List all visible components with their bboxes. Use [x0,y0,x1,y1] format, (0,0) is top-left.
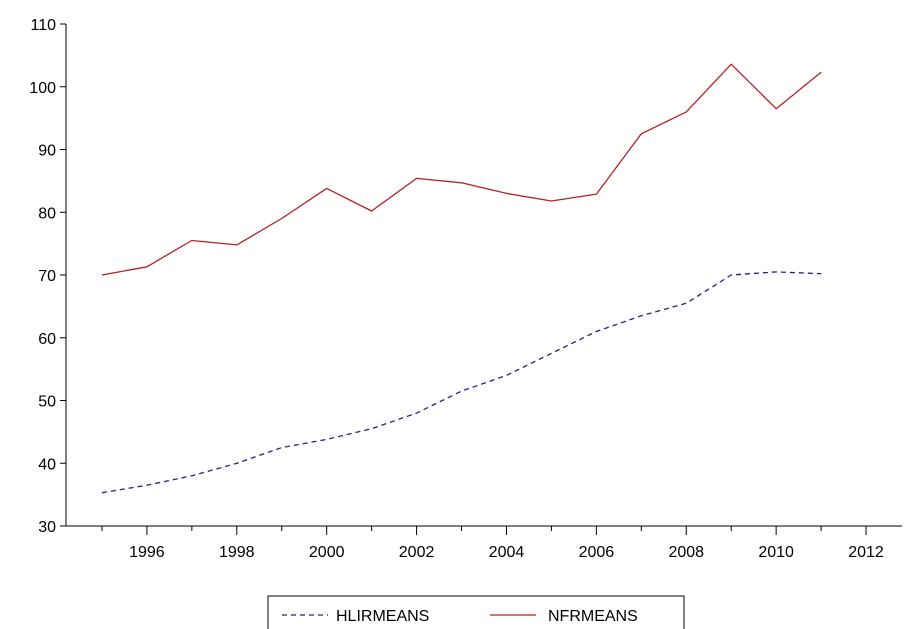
legend-label-hlirmeans: HLIRMEANS [336,608,429,625]
y-tick-label: 80 [38,205,56,222]
x-tick-label: 2004 [489,544,525,561]
series-line-nfrmeans [101,63,822,276]
x-axis-ticks: 1996 1998 2000 2002 2004 2006 2008 2010 2012 [101,526,884,561]
x-tick-label: 2010 [758,544,794,561]
series-line-hlirmeans [101,271,822,494]
x-tick-label: 2008 [668,544,704,561]
legend-label-nfrmeans: NFRMEANS [548,608,638,625]
y-tick-label: 60 [38,331,56,348]
x-tick-label: 1998 [219,544,255,561]
x-tick-label: 1996 [129,544,165,561]
y-tick-label: 90 [38,143,56,160]
series-lines [101,63,822,494]
y-tick-label: 110 [30,17,56,34]
x-tick-label: 2002 [399,544,435,561]
x-tick-label: 2012 [848,544,884,561]
y-tick-label: 30 [38,519,56,536]
y-tick-label: 50 [38,394,56,411]
chart-axes [65,24,902,527]
x-tick-label: 2000 [309,544,345,561]
legend: HLIRMEANS NFRMEANS [267,595,685,629]
legend-box [267,595,685,629]
y-tick-label: 70 [38,268,56,285]
x-tick-label: 2006 [579,544,615,561]
y-tick-label: 100 [29,80,56,97]
y-axis-ticks: 30 40 50 60 70 80 90 100 110 [29,17,66,536]
y-tick-label: 40 [38,456,56,473]
